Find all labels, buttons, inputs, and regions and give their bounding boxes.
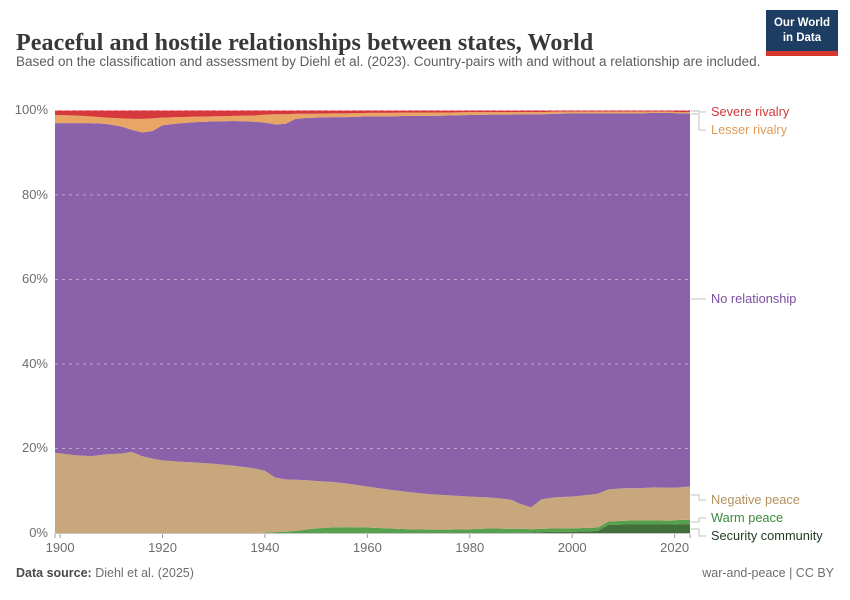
legend-connector-security-community <box>691 528 706 537</box>
data-source-value[interactable]: Diehl et al. (2025) <box>95 566 194 580</box>
y-axis-label-20pct: 20% <box>21 440 48 456</box>
legend-connector-severe-rivalry <box>691 110 706 113</box>
x-axis-label-1940: 1940 <box>250 540 280 555</box>
page-title: Peaceful and hostile relationships betwe… <box>16 30 594 57</box>
owid-logo-line2: in Data <box>782 31 822 44</box>
x-axis-label-2000: 2000 <box>557 540 587 555</box>
y-axis-label-0pct: 0% <box>29 525 48 540</box>
legend-connector-lesser-rivalry <box>691 113 706 131</box>
area-warm-peace[interactable] <box>55 519 690 533</box>
data-source-note: Data source: Diehl et al. (2025) <box>16 566 194 580</box>
license-credit[interactable]: war-and-peace | CC BY <box>702 566 834 580</box>
data-source-label: Data source: <box>16 566 92 580</box>
x-axis-label-1960: 1960 <box>352 540 382 555</box>
legend-connector-warm-peace <box>691 517 706 523</box>
x-axis-label-1900: 1900 <box>45 540 75 555</box>
legend-label-lesser-rivalry[interactable]: Lesser rivalry <box>711 122 788 137</box>
legend-label-negative-peace[interactable]: Negative peace <box>711 492 800 507</box>
legend-label-no-relationship[interactable]: No relationship <box>711 291 797 306</box>
area-no-relationship[interactable] <box>55 112 690 508</box>
area-security-community[interactable] <box>55 524 690 533</box>
chart-footer: Data source: Diehl et al. (2025) war-and… <box>0 566 850 580</box>
legend-label-security-community[interactable]: Security community <box>711 528 823 543</box>
legend-label-severe-rivalry[interactable]: Severe rivalry <box>711 104 790 119</box>
owid-logo-line1: Our World <box>773 17 830 29</box>
y-axis-label-100pct: 100% <box>14 102 48 118</box>
x-axis-label-1980: 1980 <box>455 540 485 555</box>
y-axis-label-60pct: 60% <box>21 271 48 287</box>
area-severe-rivalry[interactable] <box>55 110 690 119</box>
chart-subtitle: Based on the classification and assessme… <box>16 54 761 69</box>
x-axis-label-1920: 1920 <box>148 540 177 555</box>
y-axis-label-40pct: 40% <box>21 355 48 371</box>
area-negative-peace[interactable] <box>55 451 690 533</box>
x-axis-label-2020: 2020 <box>660 540 690 555</box>
owid-logo[interactable]: Our World in Data <box>765 10 838 56</box>
legend-label-warm-peace[interactable]: Warm peace <box>711 510 784 525</box>
legend-connector-negative-peace <box>691 494 706 501</box>
y-axis-label-80pct: 80% <box>21 186 48 202</box>
area-lesser-rivalry[interactable] <box>55 111 690 133</box>
